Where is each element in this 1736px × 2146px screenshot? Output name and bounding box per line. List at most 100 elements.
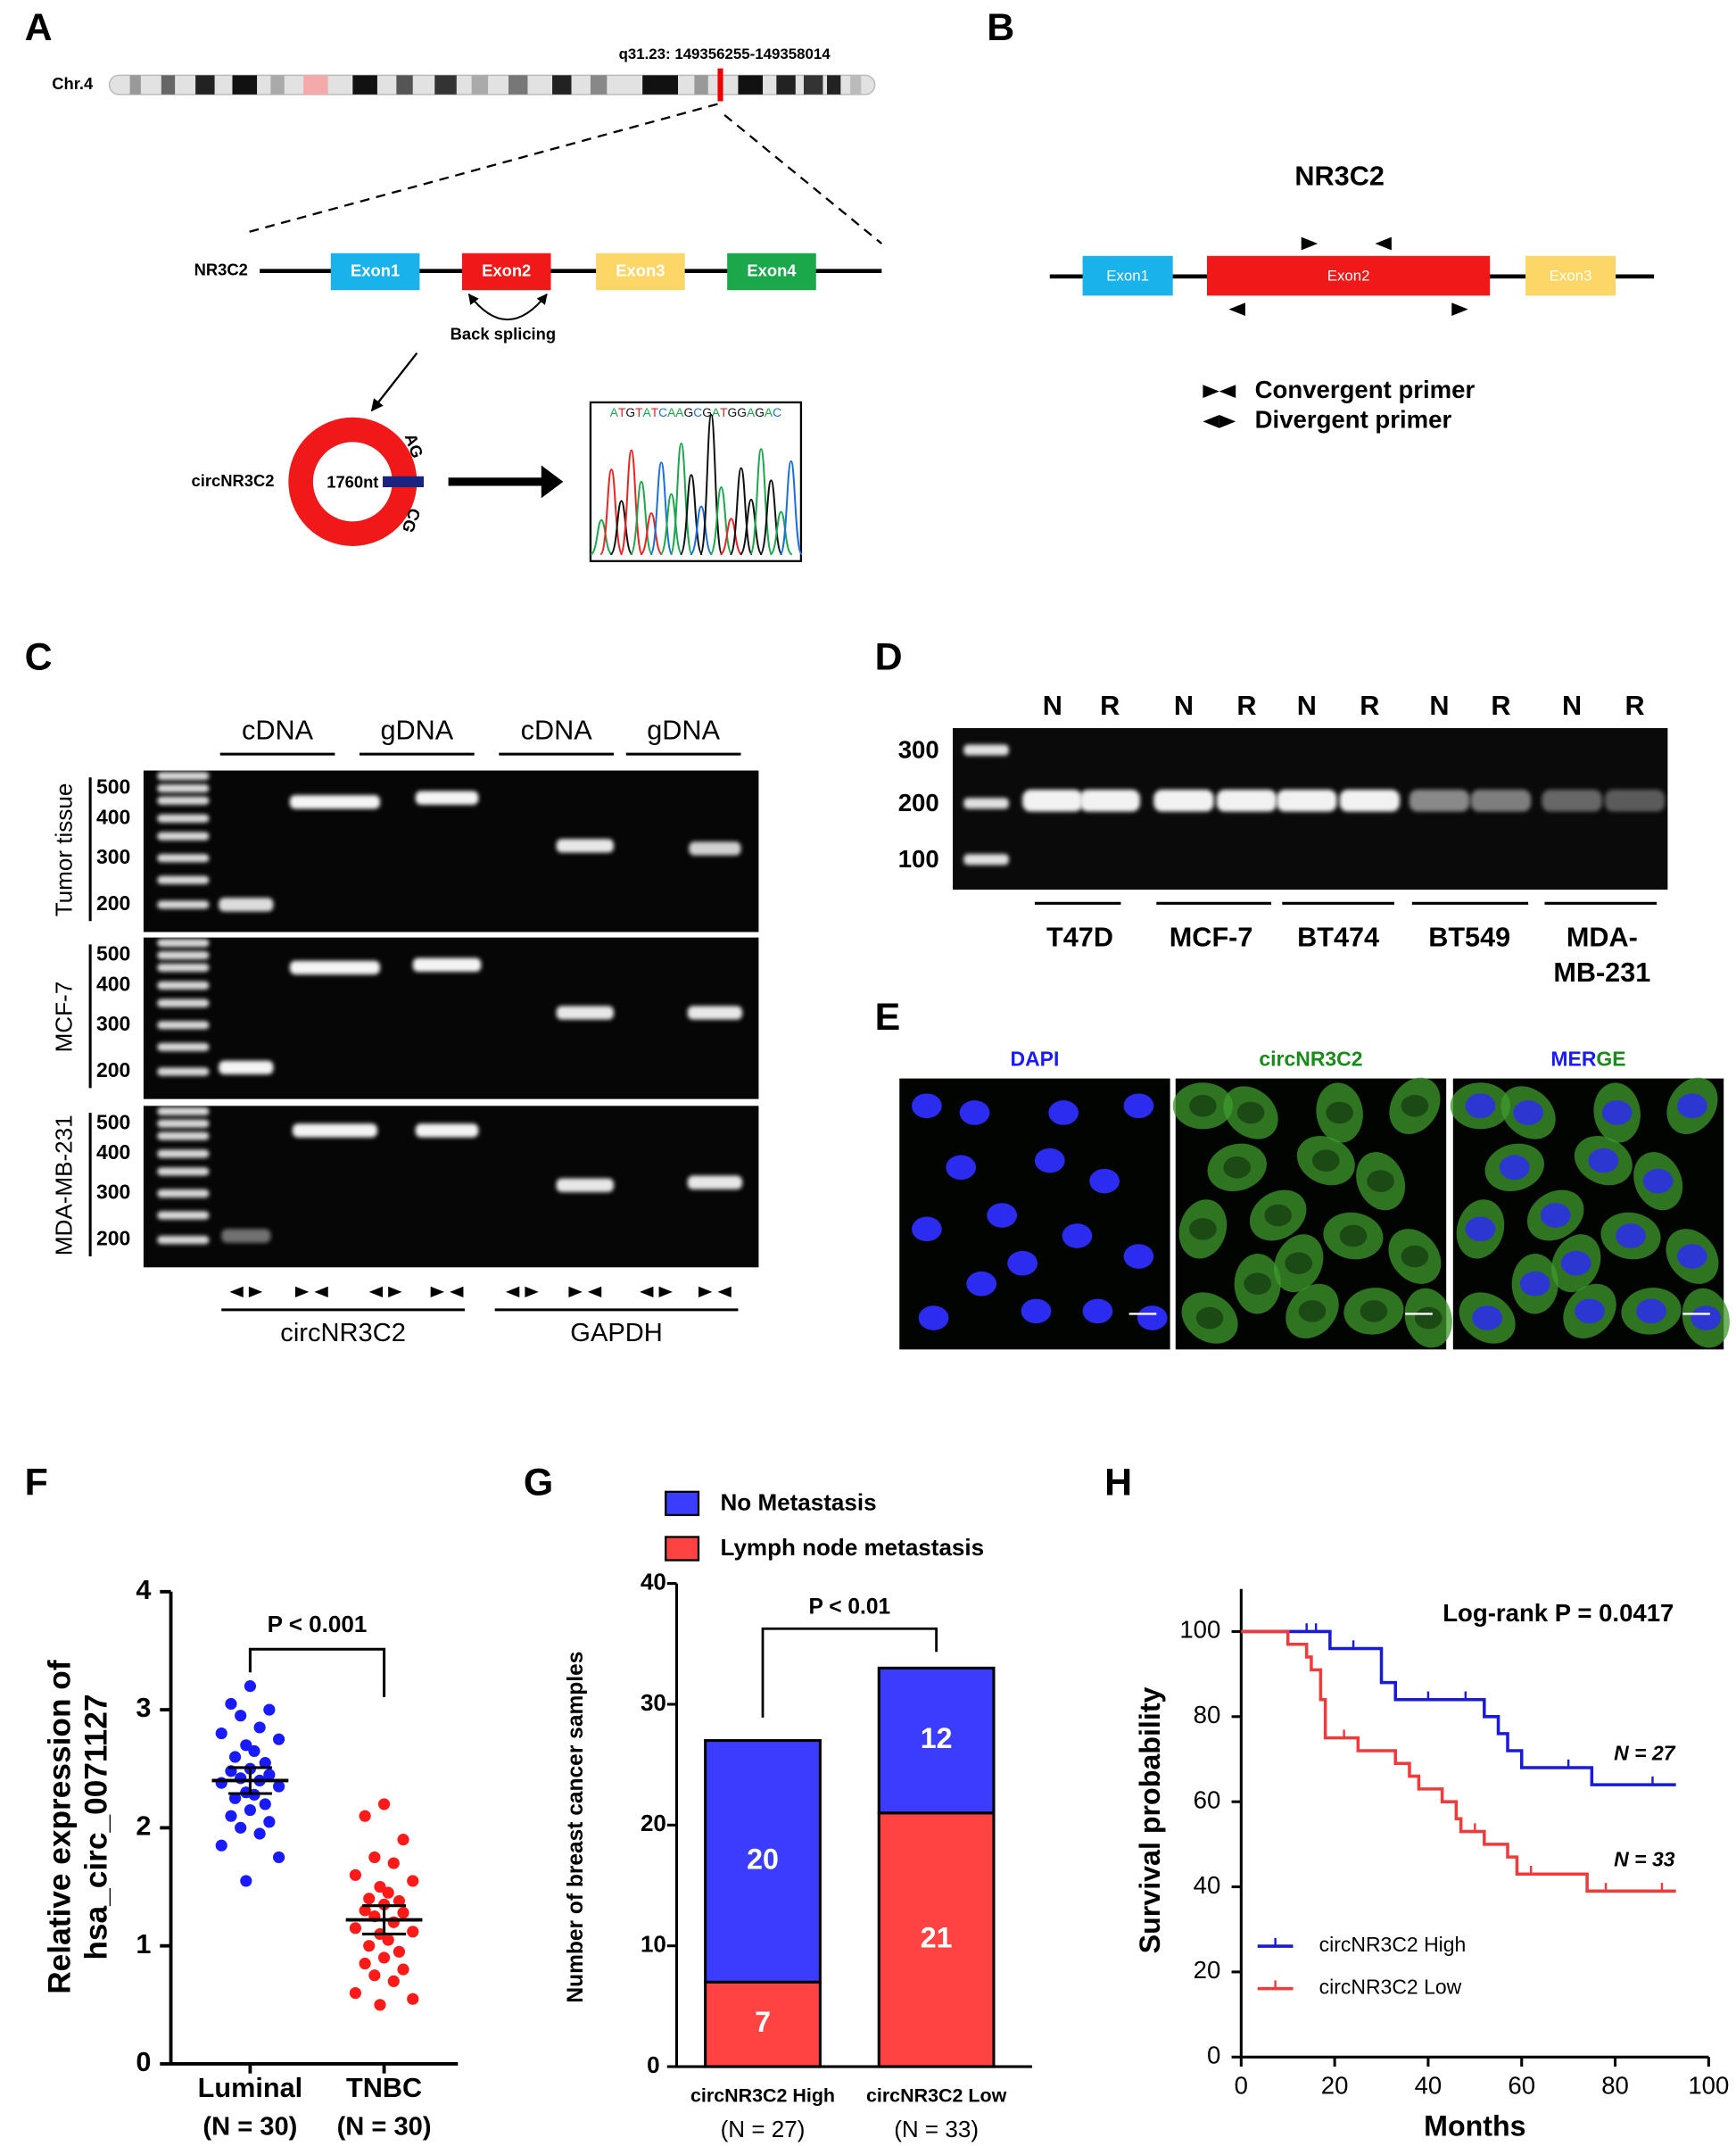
data-point xyxy=(244,1803,256,1817)
data-point xyxy=(407,1875,419,1887)
data-point xyxy=(359,1904,371,1917)
exon-label: Exon1 xyxy=(351,261,400,279)
ladder-label: 300 xyxy=(96,845,130,868)
channel-part: circNR3C2 xyxy=(1259,1048,1362,1071)
nucleus xyxy=(1642,1168,1674,1194)
nucleus xyxy=(1575,1298,1605,1324)
ladder-label: 400 xyxy=(96,972,130,995)
ladder-band xyxy=(157,875,210,884)
thick-arrow xyxy=(448,465,564,499)
base: C xyxy=(773,406,781,419)
chromatogram-peak xyxy=(609,500,633,556)
x-tick-label: 40 xyxy=(1415,2071,1443,2099)
y-axis-label: hsa_circ_0071127 xyxy=(79,1694,114,1960)
data-point xyxy=(374,1999,386,2011)
category-note: (N = 27) xyxy=(721,2116,806,2142)
lane-label: N xyxy=(1174,691,1194,721)
base: A xyxy=(667,406,676,419)
channel-label: DAPI xyxy=(1010,1048,1059,1071)
data-point xyxy=(215,1727,227,1740)
x-tick-label: Luminal xyxy=(198,2073,302,2103)
sample-label: Tumor tissue xyxy=(50,783,77,917)
lane-label: R xyxy=(1360,691,1379,721)
dna-band xyxy=(556,1006,614,1020)
primer-arrow xyxy=(1228,302,1245,317)
nucleus-shadow xyxy=(1223,1156,1252,1179)
base: T xyxy=(651,406,659,419)
y-tick-label: 4 xyxy=(136,1575,151,1605)
nucleus-shadow xyxy=(1189,1095,1217,1117)
bar-segment xyxy=(704,1739,822,1984)
ladder-band xyxy=(157,814,210,823)
y-tick-label: 40 xyxy=(1194,1871,1221,1899)
ladder-band xyxy=(963,854,1009,866)
primer-arrow xyxy=(314,1286,328,1298)
chromosome-band xyxy=(508,75,528,95)
panel-letter: E xyxy=(875,996,901,1039)
chromosome-label: Chr.4 xyxy=(52,74,94,93)
legend-label: Divergent primer xyxy=(1255,406,1452,434)
panel-letter: B xyxy=(987,6,1014,49)
ladder-label: 200 xyxy=(96,891,130,915)
base: A xyxy=(765,406,773,419)
nucleus xyxy=(1123,1093,1154,1119)
y-tick-label: 10 xyxy=(641,1931,666,1958)
x-tick-label: 80 xyxy=(1601,2071,1629,2099)
ladder-band xyxy=(157,1236,210,1245)
category-note: (N = 33) xyxy=(894,2116,979,2142)
data-point xyxy=(363,1893,376,1905)
dna-band xyxy=(1022,790,1083,812)
nucleus-shadow xyxy=(1298,1300,1327,1322)
dna-band xyxy=(415,791,479,805)
nucleus xyxy=(1677,1244,1707,1269)
primer-arrow xyxy=(1219,385,1236,399)
lane-label: R xyxy=(1236,691,1256,721)
cell-line-label: BT549 xyxy=(1428,922,1510,952)
primer-arrow xyxy=(368,1286,384,1298)
chromatogram-peak xyxy=(619,449,643,556)
chromosome-band xyxy=(303,75,328,95)
primer-arrow xyxy=(587,1286,602,1298)
significance-bracket xyxy=(761,1627,938,1718)
nucleus xyxy=(1465,1216,1496,1242)
ladder-band xyxy=(157,1042,210,1051)
locus-marker xyxy=(717,68,723,102)
legend-label: No Metastasis xyxy=(721,1489,877,1516)
nucleus-shadow xyxy=(1414,1306,1443,1330)
data-point xyxy=(240,1739,252,1752)
data-point xyxy=(225,1810,237,1822)
primer-arrow xyxy=(1219,415,1236,428)
nucleus xyxy=(1601,1100,1633,1125)
base: G xyxy=(684,406,694,419)
data-point xyxy=(272,1733,285,1745)
primer-arrow xyxy=(248,1286,263,1298)
gene-label: NR3C2 xyxy=(1294,161,1384,191)
data-point xyxy=(235,1710,247,1722)
data-point xyxy=(407,1926,419,1938)
channel-label: MERGE xyxy=(1550,1048,1625,1071)
lane-label: N xyxy=(1297,691,1317,721)
survival-curve xyxy=(1241,1629,1676,1786)
primer-arrow xyxy=(1203,415,1219,428)
dna-band xyxy=(289,960,380,975)
dna-band xyxy=(1277,790,1337,812)
data-point xyxy=(393,1945,406,1958)
primer-arrow xyxy=(525,1286,539,1298)
chromatogram-peak xyxy=(719,518,743,556)
exon-label: Exon4 xyxy=(747,261,797,279)
ladder-label: 200 xyxy=(96,1058,130,1081)
data-point xyxy=(253,1721,266,1734)
y-tick-label: 100 xyxy=(1179,1616,1220,1644)
annotation: P < 0.001 xyxy=(268,1611,368,1637)
primer-arrow xyxy=(430,1286,444,1298)
primer-arrow xyxy=(1301,236,1319,251)
nucleus xyxy=(1123,1244,1154,1269)
data-point xyxy=(248,1744,260,1757)
exon xyxy=(727,253,816,291)
dna-band xyxy=(556,839,614,853)
arrow xyxy=(370,352,418,412)
ladder-label: 400 xyxy=(96,805,130,828)
panel-letter: A xyxy=(25,6,53,49)
ladder-label: 100 xyxy=(898,845,939,873)
ladder-band xyxy=(157,900,210,909)
